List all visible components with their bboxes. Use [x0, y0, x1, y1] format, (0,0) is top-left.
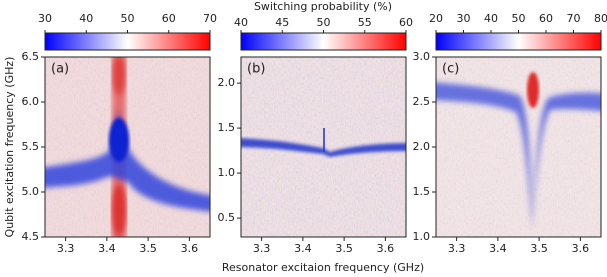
panel-label: (c) [442, 62, 459, 77]
colorbar [240, 32, 407, 51]
x-tick-label: 3.4 [489, 242, 507, 255]
x-tick-label: 3.4 [98, 242, 116, 255]
x-tick-label: 3.6 [181, 242, 199, 255]
colorbar-tick-label: 50 [121, 12, 135, 25]
y-tick-label: 2.5 [413, 95, 431, 108]
colorbar-tick-label: 60 [539, 12, 553, 25]
x-tick-label: 3.3 [253, 242, 271, 255]
y-tick-label: 6.5 [22, 50, 40, 63]
x-tick-label: 3.4 [294, 242, 312, 255]
colorbar [435, 32, 602, 51]
panel-label: (b) [247, 62, 265, 77]
x-tick-label: 3.5 [139, 242, 157, 255]
heatmap-image [241, 57, 406, 237]
colorbar-tick-label: 50 [512, 12, 526, 25]
y-tick-label: 5.0 [22, 185, 40, 198]
x-axis-label: Resonator excitaion frequency (GHz) [222, 261, 424, 274]
y-tick-label: 5.5 [22, 140, 40, 153]
colorbar [44, 32, 211, 51]
y-tick-label: 2.0 [413, 140, 431, 153]
colorbar-label: Switching probability (%) [254, 0, 392, 13]
y-tick-label: 6.0 [22, 95, 40, 108]
x-tick-label: 3.6 [572, 242, 590, 255]
x-tick-label: 3.6 [377, 242, 395, 255]
plot-frame [240, 56, 407, 238]
colorbar-tick-label: 80 [594, 12, 607, 25]
y-tick-label: 3.0 [413, 50, 431, 63]
x-tick-label: 3.5 [530, 242, 548, 255]
y-tick-label: 0.5 [218, 211, 236, 224]
x-tick-label: 3.3 [448, 242, 466, 255]
heatmap-image [436, 57, 601, 237]
colorbar-tick-label: 50 [317, 16, 331, 29]
colorbar-tick-label: 40 [234, 16, 248, 29]
y-tick-label: 2.0 [218, 76, 236, 89]
colorbar-tick-label: 30 [457, 12, 471, 25]
colorbar-tick-label: 20 [429, 12, 443, 25]
y-axis-label: Qubit excitation frequency (GHz) [3, 57, 16, 238]
x-tick-label: 3.5 [335, 242, 353, 255]
y-tick-label: 1.5 [413, 185, 431, 198]
heatmap-image [45, 57, 210, 237]
colorbar-tick-label: 40 [79, 12, 93, 25]
y-tick-label: 1.5 [218, 121, 236, 134]
colorbar-tick-label: 60 [399, 16, 413, 29]
panel-label: (a) [51, 62, 69, 77]
colorbar-tick-label: 55 [358, 16, 372, 29]
colorbar-tick-label: 70 [567, 12, 581, 25]
x-tick-label: 3.3 [57, 242, 75, 255]
colorbar-tick-label: 70 [203, 12, 217, 25]
colorbar-tick-label: 30 [38, 12, 52, 25]
y-tick-label: 1.0 [413, 230, 431, 243]
colorbar-tick-label: 40 [484, 12, 498, 25]
y-tick-label: 4.5 [22, 230, 40, 243]
colorbar-tick-label: 60 [162, 12, 176, 25]
y-tick-label: 1.0 [218, 166, 236, 179]
colorbar-tick-label: 45 [275, 16, 289, 29]
